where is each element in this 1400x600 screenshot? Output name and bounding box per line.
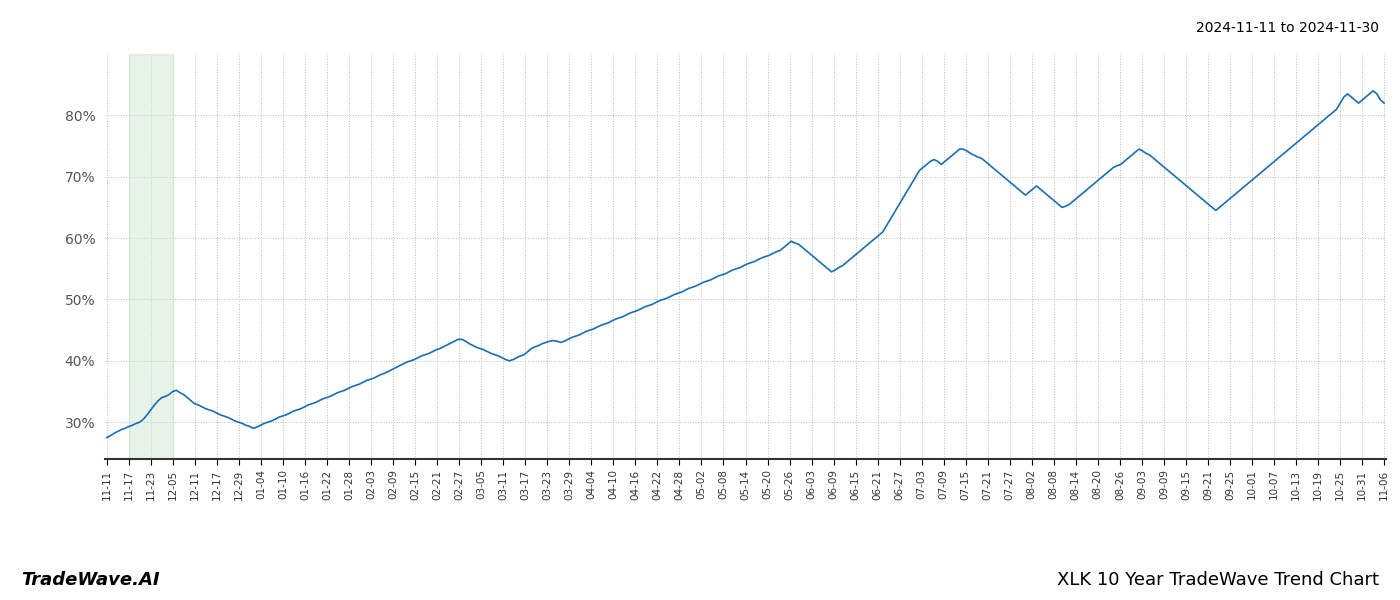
Bar	[129, 54, 172, 459]
Text: TradeWave.AI: TradeWave.AI	[21, 571, 160, 589]
Text: 2024-11-11 to 2024-11-30: 2024-11-11 to 2024-11-30	[1196, 21, 1379, 35]
Text: XLK 10 Year TradeWave Trend Chart: XLK 10 Year TradeWave Trend Chart	[1057, 571, 1379, 589]
